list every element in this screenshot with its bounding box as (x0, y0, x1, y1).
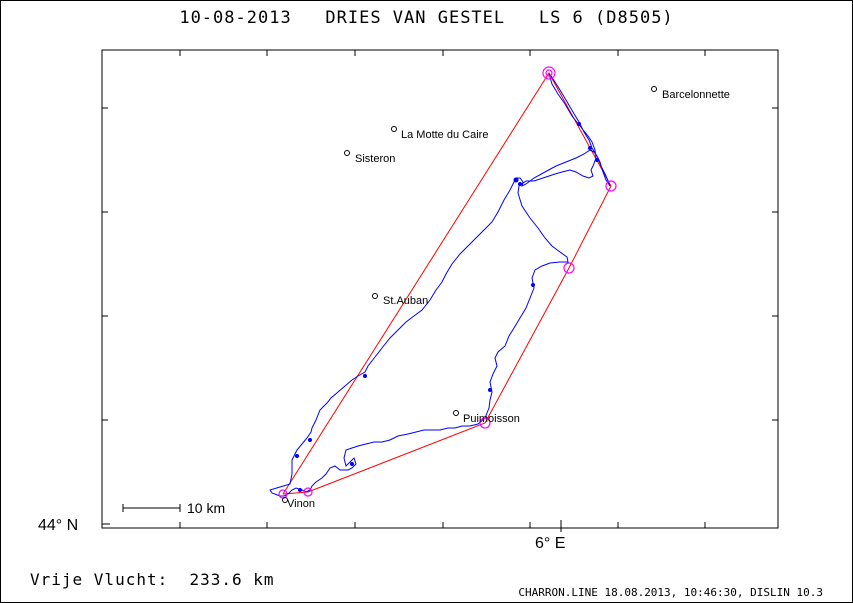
town-marker (372, 293, 378, 299)
place-label-la-motte: La Motte du Caire (401, 129, 488, 141)
turnpoint-marker-inner (545, 69, 553, 77)
turnpoint-marker (303, 487, 313, 497)
map-frame (101, 49, 779, 529)
place-label-vinon: Vinon (287, 498, 315, 510)
longitude-label: 6° E (535, 535, 565, 552)
place-label-st-auban: St.Auban (383, 295, 428, 307)
turnpoint-marker (479, 417, 491, 429)
place-label-barcelonnette: Barcelonnette (662, 89, 730, 101)
latitude-label: 44° N (38, 517, 78, 534)
town-marker (282, 497, 288, 503)
scale-bar-label: 10 km (187, 500, 225, 516)
town-marker (391, 126, 397, 132)
turnpoint-markers (278, 66, 617, 499)
scale-bar: 10 km (122, 500, 225, 516)
flight-track (269, 73, 611, 497)
town-marker (651, 86, 657, 92)
axis-ticks (102, 50, 778, 532)
place-markers: Barcelonnette La Motte du Caire Sisteron… (282, 86, 730, 510)
map-title: 10-08-2013 DRIES VAN GESTEL LS 6 (D8505) (179, 8, 674, 28)
task-line (282, 72, 612, 495)
turnpoint-marker (542, 66, 556, 80)
free-flight-distance: Vrije Vlucht: 233.6 km (30, 570, 275, 589)
turnpoint-marker (605, 180, 617, 192)
track-fix-points (295, 122, 599, 492)
turnpoint-marker (563, 262, 575, 274)
town-marker (344, 150, 350, 156)
place-label-sisteron: Sisteron (355, 153, 395, 165)
town-marker (453, 410, 459, 416)
source-info: CHARRON.LINE 18.08.2013, 10:46:30, DISLI… (518, 586, 823, 599)
place-label-puimoisson: Puimoisson (463, 413, 520, 425)
